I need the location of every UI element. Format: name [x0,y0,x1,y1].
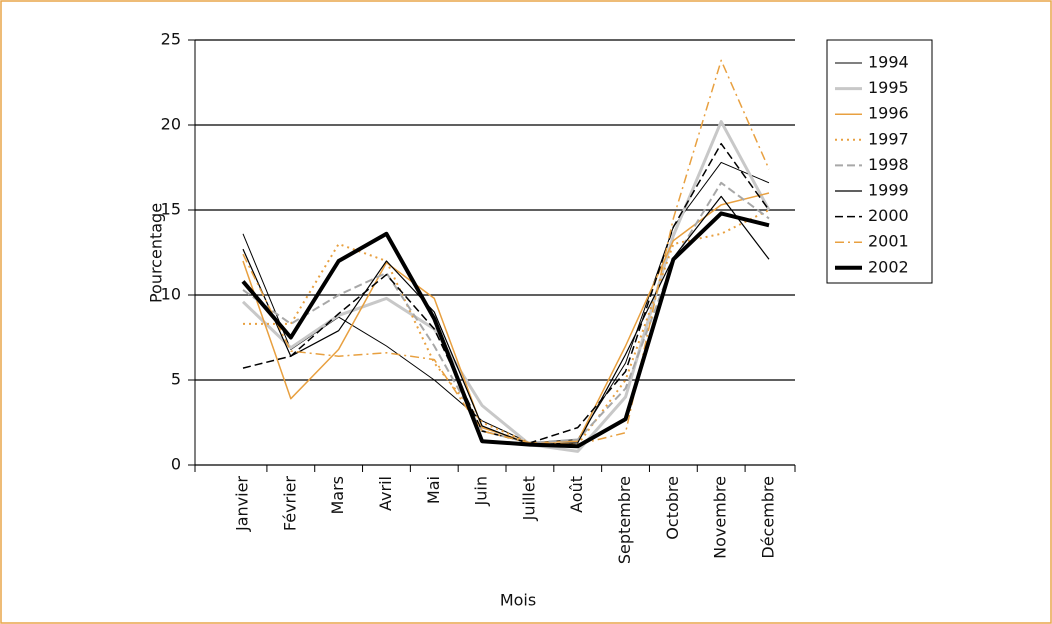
x-tick-label: Novembre [711,476,730,559]
y-tick-label: 20 [161,115,181,134]
y-tick-label: 0 [171,455,181,474]
legend-label: 2001 [868,232,909,251]
legend-label: 1999 [868,181,909,200]
x-tick-label: Décembre [759,476,778,559]
x-tick-label: Juin [472,476,491,506]
y-tick-label: 25 [161,30,181,49]
x-tick-label: Mai [424,476,443,504]
legend-box [826,39,933,284]
x-tick-label: Août [567,476,586,513]
legend-label: 1998 [868,155,909,174]
x-tick-label: Octobre [663,476,682,540]
x-tick-label: Mars [328,476,347,515]
legend-label: 2000 [868,206,909,225]
y-tick-label: 5 [171,370,181,389]
legend-label: 1996 [868,104,909,123]
legend-label: 1997 [868,129,909,148]
y-tick-label: 15 [161,200,181,219]
legend-label: 1994 [868,53,909,72]
legend-label: 1995 [868,78,909,97]
x-tick-label: Janvier [233,476,252,532]
series-line [242,195,770,446]
x-tick-label: Juillet [519,476,538,521]
y-axis-label: Pourcentage [147,203,166,303]
legend-label: 2002 [868,257,909,276]
x-tick-label: Avril [376,476,395,511]
x-tick-label: Septembre [615,476,634,564]
series-line [241,211,770,449]
y-tick-label: 10 [161,285,181,304]
series-line [242,59,770,446]
x-tick-label: Février [280,476,299,532]
x-axis-label: Mois [500,591,536,610]
